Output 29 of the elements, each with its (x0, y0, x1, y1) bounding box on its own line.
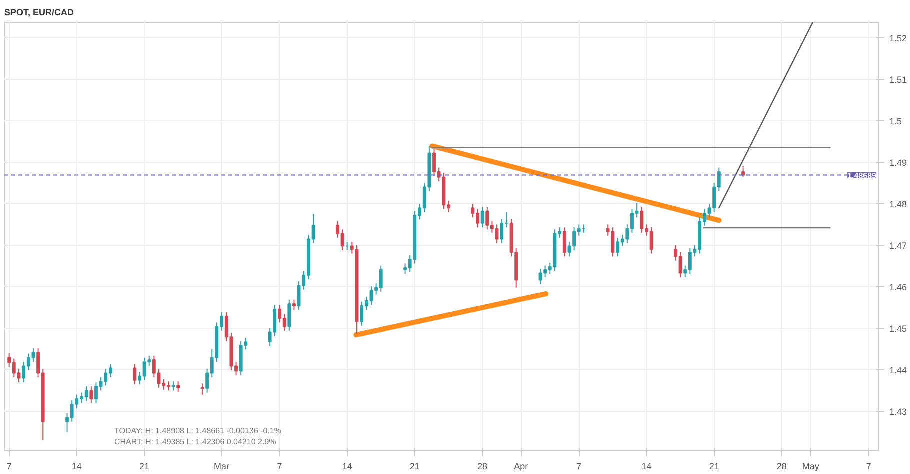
y-tick-label: 1.44 (890, 365, 908, 376)
y-tick-label: 1.52 (890, 33, 908, 44)
x-tick-label: 7 (6, 462, 12, 472)
x-tick-label: 28 (478, 462, 488, 472)
y-tick-label: 1.51 (890, 74, 908, 85)
y-tick-label: 1.46 (890, 282, 908, 292)
x-tick-label: 14 (642, 462, 652, 472)
x-tick-label: May (802, 462, 820, 472)
x-tick-label: 7 (866, 462, 872, 472)
chart-title: SPOT, EUR/CAD (4, 8, 75, 18)
x-tick-label: 7 (277, 462, 282, 472)
x-tick-label: 28 (776, 462, 787, 472)
annotation: CHART: H: 1.49385 L: 1.42306 0.04210 2.9% (114, 438, 276, 446)
x-tick-label: Apr (514, 462, 528, 472)
y-tick-label: 1.5 (890, 116, 902, 126)
annotation: TODAY: H: 1.48908 L: 1.48661 -0.00136 -0.1% (114, 426, 282, 436)
y-tick-label: 1.43 (890, 406, 908, 417)
x-tick-label: Mar (214, 462, 230, 472)
ref-line-label: 1.48689 (848, 171, 878, 180)
x-tick-label: 7 (576, 462, 582, 472)
y-tick-label: 1.45 (890, 324, 908, 334)
y-tick-label: 1.49 (890, 158, 908, 168)
x-tick-label: 21 (709, 462, 720, 472)
y-tick-label: 1.47 (890, 240, 908, 251)
x-tick-label: 14 (342, 462, 352, 472)
x-tick-label: 21 (140, 462, 150, 472)
x-tick-label: 14 (72, 462, 82, 472)
y-tick-label: 1.48 (890, 199, 908, 210)
x-tick-label: 21 (410, 462, 420, 472)
